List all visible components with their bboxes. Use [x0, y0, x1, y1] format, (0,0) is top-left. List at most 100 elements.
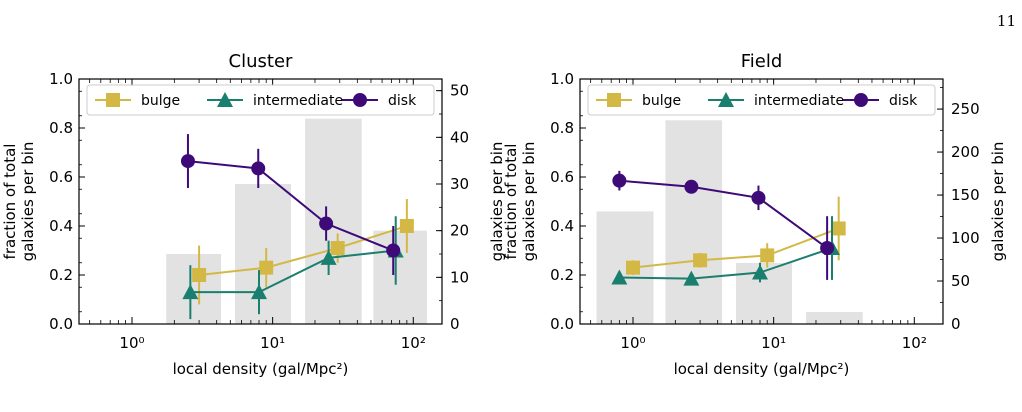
cluster-y2tick-label: 40 — [450, 128, 469, 146]
field-disk-point — [684, 179, 699, 194]
cluster-bulge-point — [259, 260, 274, 275]
cluster-y-axis-label: fraction of totalgalaxies per bin — [1, 142, 37, 262]
field-legend-label-bulge: bulge — [642, 93, 681, 109]
cluster-panel: 0.0 0.2 0.4 0.6 0.8 1.0 0 10 20 30 40 50 10⁰ 10¹ 10² Cl… — [1, 51, 506, 378]
cluster-ytick-label: 0.6 — [49, 168, 73, 186]
field-histogram-bar — [596, 211, 654, 324]
field-xtick-label: 10² — [902, 334, 927, 352]
cluster-series-disk — [180, 134, 401, 275]
cluster-x-axis-label: local density (gal/Mpc²) — [173, 360, 349, 378]
cluster-y2tick-label: 30 — [450, 175, 469, 193]
field-legend-box — [587, 84, 936, 116]
field-x-axis-label: local density (gal/Mpc²) — [674, 360, 850, 378]
field-disk-line — [619, 179, 828, 249]
field-y2-axis-label: galaxies per bin — [989, 142, 1007, 262]
field-disk-point — [612, 173, 627, 188]
cluster-bulge-line — [198, 225, 408, 276]
cluster-bulge-point — [192, 268, 207, 282]
field-y2tick-label: 100 — [951, 229, 980, 247]
field-ytick-label: 0.4 — [550, 217, 574, 235]
field-bulge-point — [760, 248, 775, 263]
cluster-ytick-label: 1.0 — [49, 70, 73, 88]
cluster-disk-point — [180, 154, 195, 169]
field-bulge-point — [831, 221, 846, 236]
field-series-bulge — [625, 196, 846, 275]
cluster-disk-point — [251, 161, 266, 176]
field-legend: bulge intermediate disk — [587, 84, 936, 116]
cluster-ytick-label: 0.4 — [49, 217, 73, 235]
cluster-y2tick-label: 50 — [450, 82, 469, 100]
field-y2tick-label: 250 — [951, 100, 980, 118]
field-bulge-point — [625, 260, 640, 275]
cluster-legend-marker-bulge — [106, 93, 120, 107]
cluster-xtick-label: 10¹ — [260, 334, 285, 352]
cluster-disk-line — [187, 160, 394, 252]
cluster-xtick-label: 10² — [401, 334, 426, 352]
field-intermediate-line — [619, 247, 833, 280]
cluster-ytick-label: 0.2 — [49, 266, 73, 284]
field-ytick-label: 0.8 — [550, 119, 574, 137]
field-ytick-label: 1.0 — [550, 70, 574, 88]
field-ytick-label: 0.6 — [550, 168, 574, 186]
cluster-histogram-bar — [166, 254, 222, 324]
cluster-intermediate-line — [190, 249, 396, 294]
cluster-y2-axis-label: galaxies per bin — [488, 142, 506, 262]
field-y2tick-label: 50 — [951, 272, 970, 290]
field-xtick-label: 10¹ — [761, 334, 786, 352]
field-disk-point — [751, 190, 766, 205]
field-legend-marker-disk — [854, 93, 868, 107]
cluster-y2tick-label: 10 — [450, 268, 469, 286]
cluster-disk-point — [319, 216, 334, 231]
cluster-legend-label-intermediate: intermediate — [253, 93, 343, 109]
cluster-legend-marker-disk — [353, 93, 367, 107]
field-legend-label-intermediate: intermediate — [754, 93, 844, 109]
cluster-histogram-bar — [235, 184, 291, 324]
cluster-ytick-label: 0.8 — [49, 119, 73, 137]
cluster-plot-frame — [78, 78, 443, 325]
cluster-y2tick-label: 0 — [450, 315, 460, 333]
field-plot-frame — [579, 78, 944, 325]
field-y-axis-label-line: fraction of total — [502, 144, 520, 260]
field-legend-label-disk: disk — [889, 93, 918, 109]
field-series-disk — [612, 170, 835, 280]
cluster-bulge-point — [399, 219, 414, 233]
field-y-axis-label-line: galaxies per bin — [520, 142, 538, 262]
cluster-series-bulge — [192, 199, 414, 305]
cluster-legend-label-bulge: bulge — [141, 93, 180, 109]
cluster-ytick-label: 0.0 — [49, 315, 73, 333]
field-disk-point — [820, 241, 835, 256]
field-intermediate-point — [611, 269, 628, 285]
field-ytick-label: 0.2 — [550, 266, 574, 284]
cluster-legend: bulge intermediate disk — [86, 84, 435, 116]
cluster-legend-marker-intermediate — [217, 92, 233, 107]
cluster-bulge-point — [330, 241, 345, 256]
cluster-histogram-bar — [373, 230, 427, 324]
field-histogram-bar — [806, 311, 863, 324]
cluster-y2tick-label: 20 — [450, 222, 469, 240]
cluster-xtick-label: 10⁰ — [119, 334, 144, 352]
cluster-y-axis-label-line: fraction of total — [1, 144, 19, 260]
field-y2tick-label: 200 — [951, 143, 980, 161]
field-legend-marker-bulge — [607, 93, 621, 107]
cluster-legend-label-disk: disk — [388, 93, 417, 109]
field-ytick-label: 0.0 — [550, 315, 574, 333]
page-number: 11 — [996, 12, 1016, 30]
cluster-intermediate-point — [320, 249, 337, 265]
field-y-axis-label: fraction of totalgalaxies per bin — [502, 142, 538, 262]
field-bulge-point — [693, 253, 708, 268]
cluster-chart-title: Cluster — [229, 51, 293, 72]
cluster-legend-box — [86, 84, 435, 116]
field-chart-title: Field — [741, 51, 783, 72]
field-intermediate-point — [683, 270, 700, 286]
field-histogram-bar — [665, 120, 723, 325]
field-bulge-line — [632, 227, 840, 269]
field-legend-marker-intermediate — [718, 92, 734, 107]
field-y2tick-label: 150 — [951, 186, 980, 204]
cluster-intermediate-point — [182, 284, 199, 300]
cluster-intermediate-point — [251, 284, 268, 300]
field-panel: 0.0 0.2 0.4 0.6 0.8 1.0 0 50 100 150 200 250 10⁰ 10¹ 1… — [502, 51, 1007, 378]
cluster-disk-point — [386, 243, 401, 258]
field-xtick-label: 10⁰ — [620, 334, 645, 352]
cluster-y-axis-label-line: galaxies per bin — [19, 142, 37, 262]
